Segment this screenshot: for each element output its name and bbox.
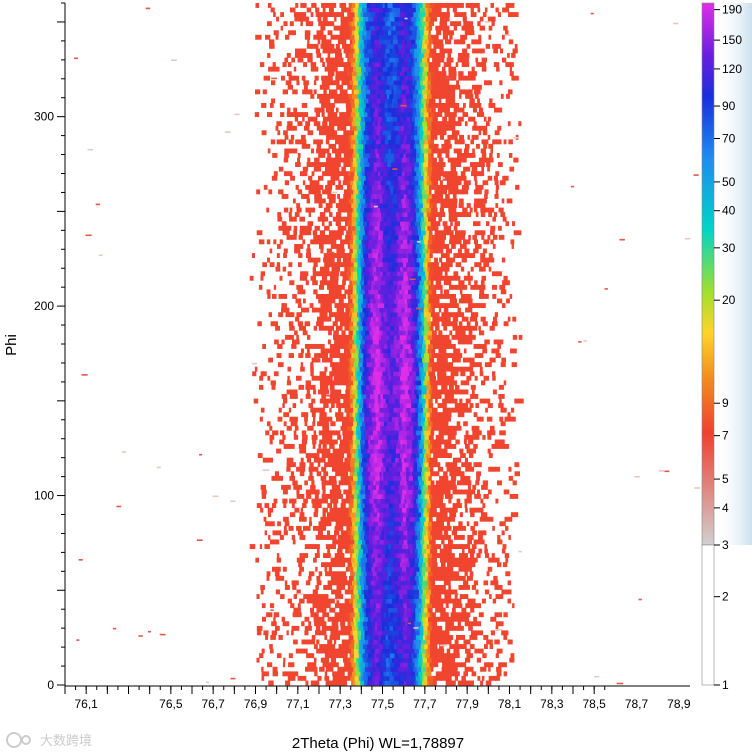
colorbar: 190 150 120 90 70 50 40 30 20 9 7 5 4 3 2 1 — [701, 2, 752, 692]
colorbar-tick-label: 150 — [722, 33, 742, 47]
x-tick-label: 77,7 — [413, 697, 437, 711]
colorbar-tick-label: 4 — [722, 501, 729, 515]
colorbar-tick-label: 190 — [722, 3, 742, 17]
colorbar-tick-label: 40 — [722, 204, 736, 218]
x-tick-label: 77,1 — [286, 697, 310, 711]
y-tick-label: 100 — [34, 489, 54, 503]
x-tick-label: 76,9 — [244, 697, 268, 711]
colorbar-tick-label: 90 — [722, 99, 736, 113]
colorbar-tick-label: 20 — [722, 293, 736, 307]
colorbar-tick-label: 70 — [722, 131, 736, 145]
x-tick-label: 77,5 — [371, 697, 395, 711]
colorbar-tick-label: 120 — [722, 62, 742, 76]
colorbar-tick-label: 9 — [722, 396, 729, 410]
colorbar-tick-label: 1 — [722, 678, 729, 692]
y-axis-ticks: 0 100 200 300 — [34, 2, 65, 692]
y-tick-label: 300 — [34, 110, 54, 124]
heatmap-cells — [74, 3, 701, 686]
colorbar-lower — [701, 544, 715, 686]
colorbar-tick-label: 50 — [722, 175, 736, 189]
x-tick-label: 78,7 — [625, 697, 649, 711]
colorbar-shade — [714, 3, 752, 545]
y-axis-title: Phi — [3, 334, 20, 356]
x-tick-label: 78,9 — [667, 697, 691, 711]
watermark: 大数跨境 — [6, 732, 92, 748]
colorbar-strip — [701, 2, 715, 546]
y-tick-label: 0 — [47, 678, 54, 692]
colorbar-tick-label: 3 — [722, 538, 729, 552]
x-tick-label: 78,3 — [540, 697, 564, 711]
colorbar-tick-label: 5 — [722, 472, 729, 486]
colorbar-tick-label: 2 — [722, 590, 729, 604]
watermark-logo-icon — [6, 732, 22, 748]
x-tick-label: 77,3 — [328, 697, 352, 711]
x-tick-label: 78,1 — [498, 697, 522, 711]
x-axis-ticks: 76,1 76,5 76,7 76,9 77,1 77,3 77,5 77,7 77,9 78,1… — [64, 686, 691, 711]
x-tick-label: 78,5 — [582, 697, 606, 711]
watermark-text: 大数跨境 — [40, 733, 92, 748]
y-tick-label: 200 — [34, 299, 54, 313]
x-tick-label: 76,7 — [201, 697, 225, 711]
colorbar-tick-label: 7 — [722, 429, 729, 443]
x-tick-label: 77,9 — [455, 697, 479, 711]
x-tick-label: 76,1 — [74, 697, 98, 711]
colorbar-tick-label: 30 — [722, 241, 736, 255]
x-tick-label: 76,5 — [159, 697, 183, 711]
x-axis-title: 2Theta (Phi) WL=1,78897 — [292, 735, 464, 752]
